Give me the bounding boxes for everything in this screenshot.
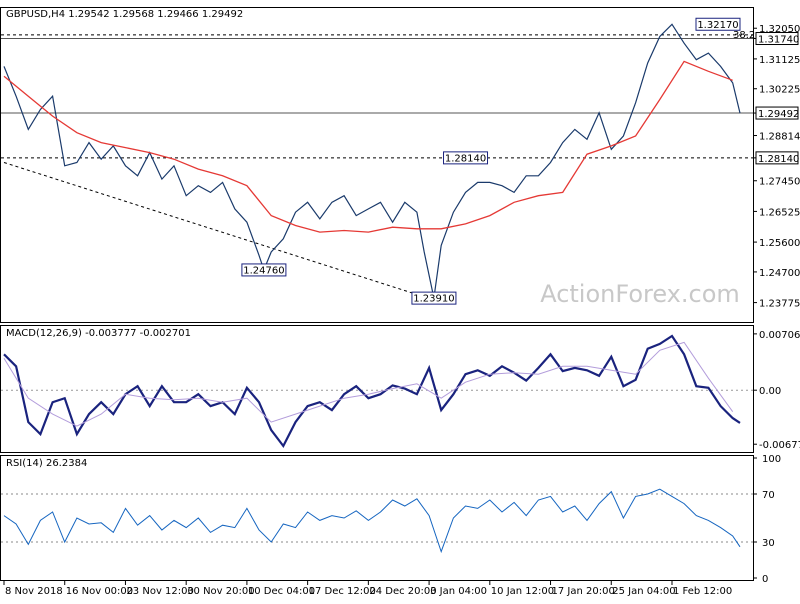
price-tag-box	[755, 106, 799, 120]
rsi-tick-label: 70	[762, 490, 775, 501]
price-tag-box	[755, 151, 799, 165]
price-tag-label: 1.28140	[758, 154, 799, 165]
rsi-series-rsi	[3, 488, 741, 554]
rsi-title: RSI(14) 26.2384	[6, 458, 87, 469]
x-tick-label: 24 Dec 20:00	[369, 586, 436, 597]
macd-tick-label: -0.006774	[759, 440, 800, 451]
x-tick-label: 25 Jan 04:00	[612, 586, 675, 597]
annotation-label: 1.32170	[697, 20, 738, 31]
x-tick-label: 17 Dec 12:00	[309, 586, 376, 597]
annotation-label: 1.28140	[445, 153, 486, 164]
y-tick-label: 1.30225	[759, 85, 800, 96]
y-tick-label: 1.26525	[759, 207, 800, 218]
y-tick-label: 1.27450	[759, 177, 800, 188]
x-tick-label: 10 Dec 04:00	[248, 586, 315, 597]
rsi-tick-label: 100	[762, 454, 781, 465]
rsi-tick-label: 0	[762, 574, 768, 585]
x-tick-label: 23 Nov 12:00	[126, 586, 193, 597]
y-tick-label: 1.25600	[759, 238, 800, 249]
trendline	[3, 162, 425, 298]
fib-label: 38.2	[733, 30, 755, 41]
x-tick-label: 17 Jan 20:00	[552, 586, 615, 597]
moving-average-line	[3, 60, 733, 233]
y-tick-label: 1.23775	[759, 299, 800, 310]
price-tag-box	[755, 32, 799, 46]
y-tick-label: 1.28814	[759, 132, 800, 143]
macd-tick-label: 0.00	[759, 386, 781, 397]
macd-title: MACD(12,26,9) -0.003777 -0.002701	[6, 328, 191, 339]
x-tick-label: 1 Feb 12:00	[673, 586, 732, 597]
rsi-tick-label: 30	[762, 538, 775, 549]
price-tag-label: 1.31740	[758, 35, 799, 46]
x-tick-label: 10 Jan 12:00	[491, 586, 554, 597]
main-title: GBPUSD,H4 1.29542 1.29568 1.29466 1.2949…	[6, 9, 243, 20]
x-tick-label: 3 Jan 04:00	[430, 586, 487, 597]
price-tag-label: 1.29492	[758, 109, 799, 120]
main-pane-frame	[0, 7, 754, 323]
macd-tick-label: 0.007063	[759, 330, 800, 341]
x-tick-label: 8 Nov 2018	[5, 586, 63, 597]
y-tick-label: 1.32050	[759, 24, 800, 35]
annotation-box	[695, 17, 741, 31]
annotation-label: 1.24760	[243, 265, 284, 276]
y-tick-label: 1.24700	[759, 268, 800, 279]
price-path	[3, 23, 741, 299]
macd-pane-frame	[0, 325, 754, 453]
annotation-box	[241, 263, 287, 277]
macd-series-macd	[3, 334, 741, 449]
x-tick-label: 30 Nov 20:00	[187, 586, 254, 597]
watermark: ActionForex.com	[540, 280, 740, 308]
macd-series-signal	[3, 341, 734, 427]
annotation-box	[411, 291, 457, 305]
y-tick-label: 1.31125	[759, 55, 800, 66]
rsi-pane-frame	[0, 455, 754, 581]
x-tick-label: 16 Nov 00:00	[66, 586, 133, 597]
annotation-label: 1.23910	[413, 294, 454, 305]
annotation-box	[443, 151, 489, 165]
